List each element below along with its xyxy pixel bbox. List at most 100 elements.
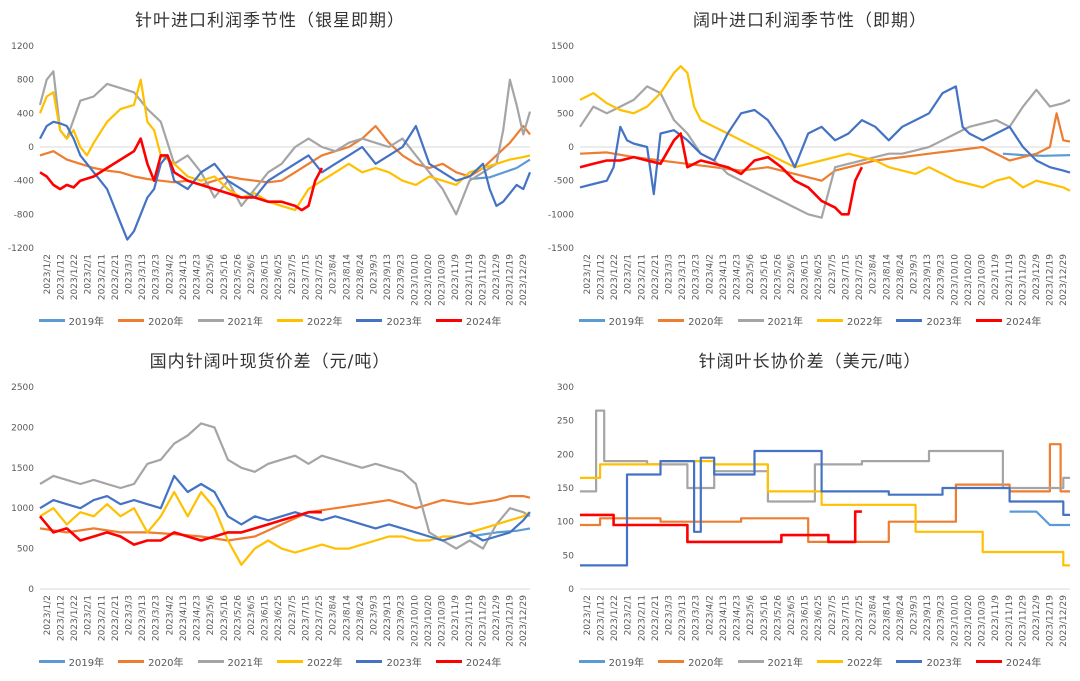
x-tick-label: 2023/5/6 [206,254,216,295]
y-tick-label: 0 [568,585,574,595]
x-tick-label: 2023/6/15 [801,254,811,300]
x-tick-label: 2023/7/25 [315,595,325,641]
x-tick-label: 2023/10/10 [410,254,420,306]
legend-label: 2020年 [148,658,184,669]
x-tick-label: 2023/6/15 [261,595,271,641]
y-tick-label: 400 [17,109,34,119]
legend-swatch [896,319,923,322]
chart-legend: 2019年 2020年 2021年 2022年 2023年 2024年 [540,654,1080,669]
x-tick-label: 2023/4/2 [165,595,175,635]
x-tick-label: 2023/3/23 [692,595,702,641]
series-line-2024年 [39,137,324,212]
x-tick-label: 2023/5/16 [760,595,770,641]
legend-swatch [737,319,764,322]
x-tick-label: 2023/11/19 [1005,254,1015,306]
legend-label: 2024年 [465,658,502,669]
x-tick-label: 2023/3/13 [678,254,688,300]
legend-label: 2020年 [688,317,724,328]
legend-swatch [737,660,764,663]
chart-panel-domestic-spread: 国内针阔叶现货价差（元/吨） 2500 2000 1500 1000 500 0 2023/… [0,341,540,681]
x-tick-label: 2023/1/22 [610,595,620,641]
x-tick-label: 2023/6/25 [814,254,824,300]
series-line-2021年 [579,85,1071,219]
x-tick-label: 2023/8/24 [356,595,366,641]
x-tick-label: 2023/11/9 [451,254,461,300]
x-tick-label: 2023/7/15 [841,595,851,641]
x-tick-label: 2023/9/13 [923,254,933,300]
legend-swatch [197,660,224,663]
legend-item: 2019年 [38,654,104,669]
legend-item: 2023年 [356,313,422,328]
x-tick-label: 2023/12/19 [506,595,516,647]
x-tick-label: 2023/1/2 [43,254,53,294]
x-tick-label: 2023/9/3 [369,595,379,635]
x-tick-label: 2023/12/29 [519,595,529,647]
legend-swatch [817,660,843,663]
legend-swatch [197,319,224,322]
x-tick-label: 2023/7/15 [841,254,851,300]
x-tick-label: 2023/8/14 [882,595,892,641]
x-tick-label: 2023/10/30 [978,595,988,647]
chart-plot: 2500 2000 1500 1000 500 0 2023/1/2 2023/1/12 202… [11,383,531,647]
x-tick-label: 2023/10/30 [438,595,448,647]
x-tick-label: 2023/11/9 [991,254,1001,300]
x-tick-label: 2023/5/26 [773,254,783,300]
legend-item: 2021年 [737,654,803,669]
legend-label: 2024年 [465,317,502,328]
x-tick-label: 2023/5/6 [746,595,756,636]
chart-legend: 2019年 2020年 2021年 2022年 2023年 2024年 [0,654,540,669]
legend-item: 2022年 [277,654,342,669]
legend-swatch [435,319,462,322]
x-tick-label: 2023/9/13 [383,254,393,300]
y-tick-label: 500 [17,545,34,555]
y-tick-label: 500 [557,109,574,119]
x-tick-label: 2023/11/29 [1018,254,1028,306]
x-tick-label: 2023/4/13 [719,254,729,300]
x-tick-label: 2023/5/16 [760,254,770,300]
x-tick-label: 2023/7/5 [288,254,298,294]
x-tick-label: 2023/9/13 [383,595,393,641]
x-tick-label: 2023/2/11 [97,595,107,641]
legend-swatch [896,660,923,663]
chart-panel-hardwood-profit: 阔叶进口利润季节性（即期） 1500 1000 500 0 -500 -1000 -1500… [540,0,1080,340]
x-tick-label: 2023/12/9 [1032,595,1042,641]
legend-swatch [277,660,303,663]
series-line-2024年 [579,132,864,216]
x-tick-label: 2023/11/9 [451,595,461,641]
x-tick-label: 2023/3/3 [664,595,674,635]
x-tick-label: 2023/10/20 [424,595,434,647]
x-tick-label: 2023/5/26 [233,595,243,641]
x-tick-label: 2023/2/11 [97,254,107,300]
series-line-2020年 [39,124,531,186]
x-tick-label: 2023/12/29 [1059,254,1069,306]
x-tick-label: 2023/8/14 [342,595,352,641]
legend-swatch [435,660,462,663]
series-line-2024年 [580,510,862,544]
x-tick-label: 2023/5/26 [233,254,243,300]
chart-panel-softwood-profit: 针叶进口利润季节性（银星即期） 1200 800 400 0 -400 -800 -1200… [0,0,540,340]
legend-swatch [277,319,303,322]
legend-item: 2024年 [435,654,502,669]
series-line-2020年 [580,443,1070,543]
series-line-2019年 [1009,510,1070,527]
x-tick-label: 2023/11/19 [1005,595,1015,647]
legend-label: 2020年 [148,317,184,328]
chart-legend: 2019年 2020年 2021年 2022年 2023年 2024年 [540,313,1080,328]
legend-label: 2022年 [847,317,883,328]
series-line-2024年 [39,510,322,546]
x-tick-label: 2023/5/16 [220,595,230,641]
x-tick-label: 2023/6/15 [801,595,811,641]
x-tick-label: 2023/12/29 [1059,595,1069,647]
x-tick-label: 2023/1/12 [56,595,66,641]
x-tick-label: 2023/4/2 [705,595,715,635]
legend-item: 2019年 [578,654,644,669]
x-tick-label: 2023/3/23 [152,254,162,300]
x-tick-label: 2023/7/25 [315,254,325,300]
y-tick-label: 100 [557,518,574,528]
x-tick-label: 2023/4/13 [179,595,189,641]
legend-label: 2021年 [227,317,263,328]
legend-swatch [578,319,605,322]
x-tick-label: 2023/9/23 [397,595,407,641]
x-tick-label: 2023/8/4 [869,595,879,636]
chart-plot: 300 250 200 150 100 50 0 2023/1/2 2023/1/12 2023/… [557,383,1070,647]
